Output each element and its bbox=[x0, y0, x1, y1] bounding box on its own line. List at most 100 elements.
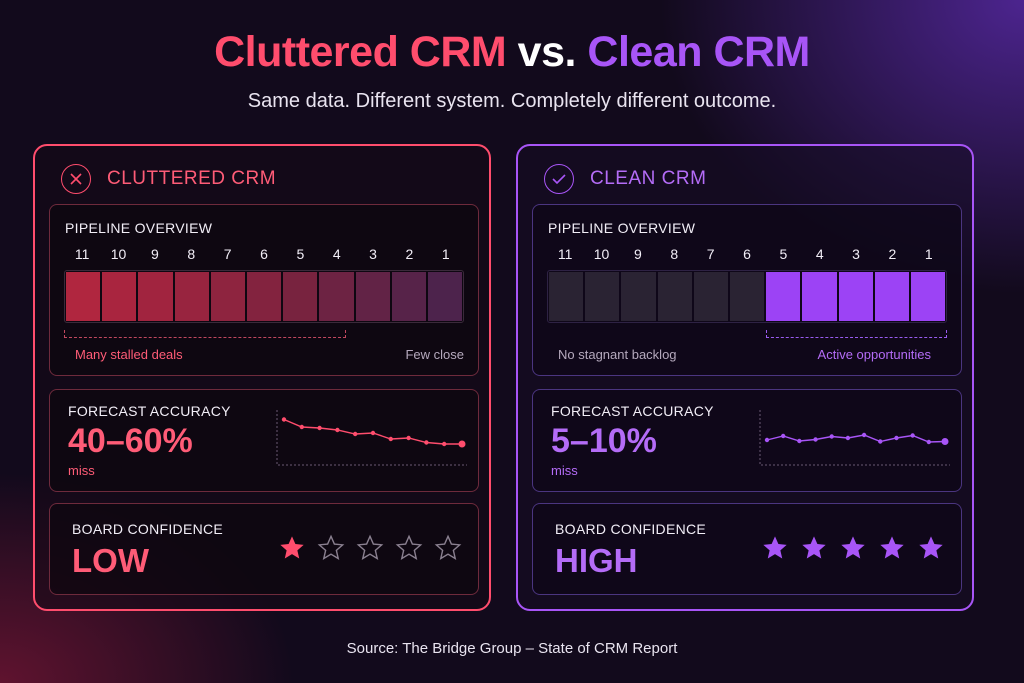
panel-header: CLEAN CRM bbox=[544, 164, 706, 194]
forecast-accuracy-card: FORECAST ACCURACY 5–10% miss bbox=[532, 389, 962, 492]
star-filled-icon bbox=[919, 536, 943, 559]
stage-number: 10 bbox=[593, 246, 610, 262]
forecast-value: 5–10% bbox=[551, 422, 657, 460]
pipeline-label: PIPELINE OVERVIEW bbox=[548, 220, 696, 236]
stage-number: 3 bbox=[852, 246, 860, 262]
pipeline-segment bbox=[910, 272, 946, 321]
pipeline-segment bbox=[585, 272, 620, 321]
trend-point bbox=[388, 436, 393, 442]
pipeline-segment bbox=[874, 272, 909, 321]
pipeline-segment bbox=[246, 272, 282, 321]
stage-number: 8 bbox=[670, 246, 679, 262]
forecast-unit: miss bbox=[551, 463, 578, 478]
note-few-close: Few close bbox=[405, 347, 464, 362]
stage-number: 9 bbox=[151, 246, 159, 262]
stage-number: 4 bbox=[332, 246, 341, 262]
trend-point bbox=[829, 434, 834, 439]
stage-number: 10 bbox=[110, 246, 127, 262]
trend-point bbox=[813, 437, 818, 442]
trend-point bbox=[941, 438, 949, 445]
star-rating bbox=[278, 534, 462, 562]
x-icon bbox=[61, 164, 91, 194]
pipeline-segment bbox=[174, 272, 209, 321]
forecast-label: FORECAST ACCURACY bbox=[68, 403, 231, 419]
pipeline-segment bbox=[693, 272, 728, 321]
chart-axis bbox=[759, 410, 950, 466]
trend-point bbox=[797, 438, 802, 444]
trend-line bbox=[766, 434, 946, 443]
trend-point bbox=[780, 433, 786, 439]
stage-number: 7 bbox=[223, 246, 232, 262]
forecast-accuracy-card: FORECAST ACCURACY 40–60% miss bbox=[49, 389, 479, 492]
trend-point bbox=[861, 432, 867, 438]
board-confidence-card: BOARD CONFIDENCE LOW bbox=[49, 503, 479, 595]
pipeline-segment bbox=[391, 272, 426, 321]
forecast-value: 40–60% bbox=[68, 422, 193, 460]
stage-number: 6 bbox=[743, 246, 751, 262]
pipeline-segment bbox=[802, 272, 837, 321]
trend-point bbox=[910, 433, 915, 438]
clean-crm-panel: CLEAN CRM PIPELINE OVERVIEW 11 10 9 8 7 6 5 4 3 2… bbox=[516, 144, 974, 611]
panel-name: CLUTTERED CRM bbox=[107, 168, 277, 189]
forecast-trend-chart bbox=[276, 410, 467, 466]
stage-numbers: 11 10 9 8 7 6 5 4 3 2 1 bbox=[64, 246, 464, 264]
pipeline-bar bbox=[547, 270, 947, 323]
title-cluttered: Cluttered CRM bbox=[214, 28, 507, 76]
pipeline-segment bbox=[102, 272, 137, 321]
pipeline-segment bbox=[66, 272, 101, 321]
stage-number: 5 bbox=[779, 246, 788, 262]
stage-number: 2 bbox=[888, 246, 897, 262]
pipeline-overview-card: PIPELINE OVERVIEW 11 10 9 8 7 6 5 4 3 2 1 No stagn… bbox=[532, 204, 962, 376]
star-outline-icon bbox=[317, 534, 345, 560]
note-active: Active opportunities bbox=[817, 347, 931, 362]
trend-point bbox=[299, 424, 304, 430]
confidence-label: BOARD CONFIDENCE bbox=[555, 521, 707, 537]
stage-number: 11 bbox=[74, 246, 90, 262]
trend-point bbox=[845, 435, 851, 441]
pipeline-segment bbox=[210, 272, 245, 321]
stage-number: 9 bbox=[634, 246, 642, 262]
pipeline-segment bbox=[427, 272, 463, 321]
trend-point bbox=[926, 439, 932, 445]
pipeline-bar bbox=[64, 270, 464, 323]
subtitle: Same data. Different system. Completely … bbox=[247, 90, 777, 112]
main-title: Cluttered CRM vs. Clean CRM bbox=[0, 28, 1024, 77]
trend-point bbox=[442, 441, 447, 447]
pipeline-segment bbox=[319, 272, 354, 321]
confidence-label: BOARD CONFIDENCE bbox=[72, 521, 224, 537]
stage-numbers: 11 10 9 8 7 6 5 4 3 2 1 bbox=[547, 246, 947, 264]
stage-number: 1 bbox=[441, 246, 450, 262]
trend-point bbox=[370, 430, 376, 436]
pipeline-segment bbox=[621, 272, 656, 321]
stage-number: 3 bbox=[369, 246, 377, 262]
trend-point bbox=[317, 425, 322, 431]
trend-point bbox=[424, 440, 429, 445]
pipeline-segment bbox=[838, 272, 873, 321]
source-citation: Source: The Bridge Group – State of CRM … bbox=[346, 640, 678, 657]
panel-header: CLUTTERED CRM bbox=[61, 164, 276, 194]
forecast-label: FORECAST ACCURACY bbox=[551, 403, 714, 419]
star-rating bbox=[761, 534, 945, 562]
forecast-trend-chart bbox=[759, 410, 950, 466]
trend-point bbox=[281, 417, 287, 422]
trend-point bbox=[458, 440, 466, 448]
check-icon bbox=[544, 164, 574, 194]
star-filled-icon bbox=[802, 536, 826, 559]
title-vs: vs. bbox=[517, 28, 577, 76]
cluttered-crm-panel: CLUTTERED CRM PIPELINE OVERVIEW 11 10 9 8 7 6… bbox=[33, 144, 491, 611]
stage-number: 11 bbox=[557, 246, 573, 262]
active-bracket bbox=[766, 330, 947, 338]
stage-number: 6 bbox=[260, 246, 268, 262]
stage-number: 5 bbox=[296, 246, 305, 262]
pipeline-segment bbox=[766, 272, 801, 321]
board-confidence-card: BOARD CONFIDENCE HIGH bbox=[532, 503, 962, 595]
trend-point bbox=[353, 431, 358, 437]
pipeline-segment bbox=[138, 272, 173, 321]
pipeline-segment bbox=[729, 272, 765, 321]
trend-point bbox=[335, 427, 340, 433]
trend-point bbox=[406, 435, 411, 441]
panel-name: CLEAN CRM bbox=[590, 168, 707, 189]
forecast-unit: miss bbox=[68, 463, 95, 478]
confidence-value: LOW bbox=[72, 542, 149, 579]
trend-point bbox=[764, 437, 770, 443]
